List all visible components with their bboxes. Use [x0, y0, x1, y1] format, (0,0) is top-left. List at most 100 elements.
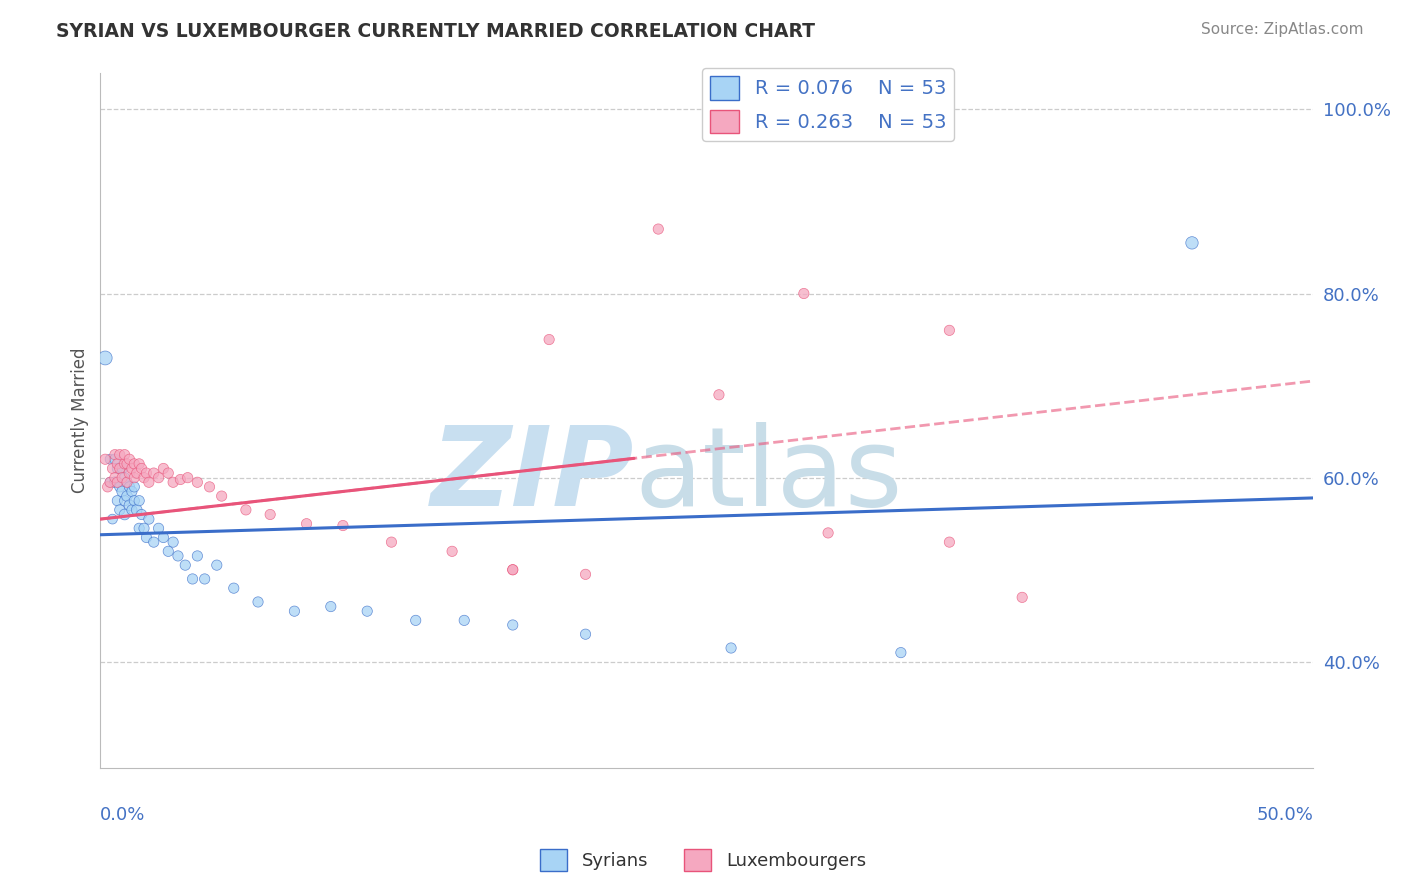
Point	[101, 461, 124, 475]
Point	[194, 572, 217, 586]
Text: atlas: atlas	[634, 422, 903, 529]
Point	[817, 525, 839, 540]
Point	[114, 508, 136, 522]
Point	[132, 471, 155, 485]
Point	[235, 503, 257, 517]
Point	[98, 452, 121, 467]
Point	[114, 457, 136, 471]
Point	[938, 323, 960, 337]
Point	[707, 388, 730, 402]
Point	[104, 475, 127, 490]
Point	[118, 452, 141, 467]
Point	[162, 475, 184, 490]
Point	[720, 640, 742, 655]
Point	[118, 466, 141, 480]
Point	[128, 493, 150, 508]
Point	[148, 521, 170, 535]
Point	[502, 618, 524, 632]
Text: 50.0%: 50.0%	[1257, 806, 1313, 824]
Point	[295, 516, 318, 531]
Point	[121, 461, 143, 475]
Y-axis label: Currently Married: Currently Married	[72, 347, 89, 493]
Point	[115, 457, 138, 471]
Point	[502, 563, 524, 577]
Point	[135, 466, 157, 480]
Point	[574, 567, 596, 582]
Point	[142, 535, 165, 549]
Point	[186, 549, 208, 563]
Point	[131, 461, 153, 475]
Point	[222, 581, 245, 595]
Text: ZIP: ZIP	[430, 422, 634, 529]
Point	[162, 535, 184, 549]
Point	[101, 512, 124, 526]
Point	[502, 563, 524, 577]
Point	[152, 531, 174, 545]
Point	[283, 604, 305, 618]
Point	[125, 466, 148, 480]
Point	[105, 475, 128, 490]
Point	[332, 518, 354, 533]
Point	[104, 448, 127, 462]
Point	[104, 471, 127, 485]
Point	[121, 503, 143, 517]
Point	[94, 452, 117, 467]
Point	[121, 484, 143, 499]
Point	[97, 480, 120, 494]
Point	[181, 572, 204, 586]
Point	[938, 535, 960, 549]
Point	[1011, 591, 1033, 605]
Point	[152, 461, 174, 475]
Legend: R = 0.076    N = 53, R = 0.263    N = 53: R = 0.076 N = 53, R = 0.263 N = 53	[702, 69, 955, 141]
Point	[138, 512, 160, 526]
Point	[108, 448, 131, 462]
Point	[104, 452, 127, 467]
Point	[380, 535, 402, 549]
Point	[114, 448, 136, 462]
Point	[142, 466, 165, 480]
Point	[115, 489, 138, 503]
Point	[111, 461, 134, 475]
Point	[135, 531, 157, 545]
Point	[98, 475, 121, 490]
Point	[259, 508, 281, 522]
Point	[111, 471, 134, 485]
Point	[115, 475, 138, 490]
Point	[198, 480, 221, 494]
Point	[124, 480, 146, 494]
Legend: Syrians, Luxembourgers: Syrians, Luxembourgers	[533, 842, 873, 879]
Point	[94, 351, 117, 365]
Point	[205, 558, 228, 573]
Point	[111, 484, 134, 499]
Point	[118, 498, 141, 512]
Point	[157, 466, 180, 480]
Point	[98, 475, 121, 490]
Point	[157, 544, 180, 558]
Point	[793, 286, 815, 301]
Point	[125, 503, 148, 517]
Point	[405, 613, 427, 627]
Point	[186, 475, 208, 490]
Point	[124, 493, 146, 508]
Point	[247, 595, 270, 609]
Point	[167, 549, 190, 563]
Point	[138, 475, 160, 490]
Point	[115, 475, 138, 490]
Point	[174, 558, 197, 573]
Point	[356, 604, 378, 618]
Point	[114, 493, 136, 508]
Point	[108, 503, 131, 517]
Point	[211, 489, 233, 503]
Point	[169, 473, 191, 487]
Point	[132, 521, 155, 535]
Point	[890, 646, 912, 660]
Point	[118, 480, 141, 494]
Point	[108, 461, 131, 475]
Text: 0.0%: 0.0%	[100, 806, 146, 824]
Point	[441, 544, 464, 558]
Point	[105, 461, 128, 475]
Point	[105, 457, 128, 471]
Point	[114, 471, 136, 485]
Point	[124, 471, 146, 485]
Point	[574, 627, 596, 641]
